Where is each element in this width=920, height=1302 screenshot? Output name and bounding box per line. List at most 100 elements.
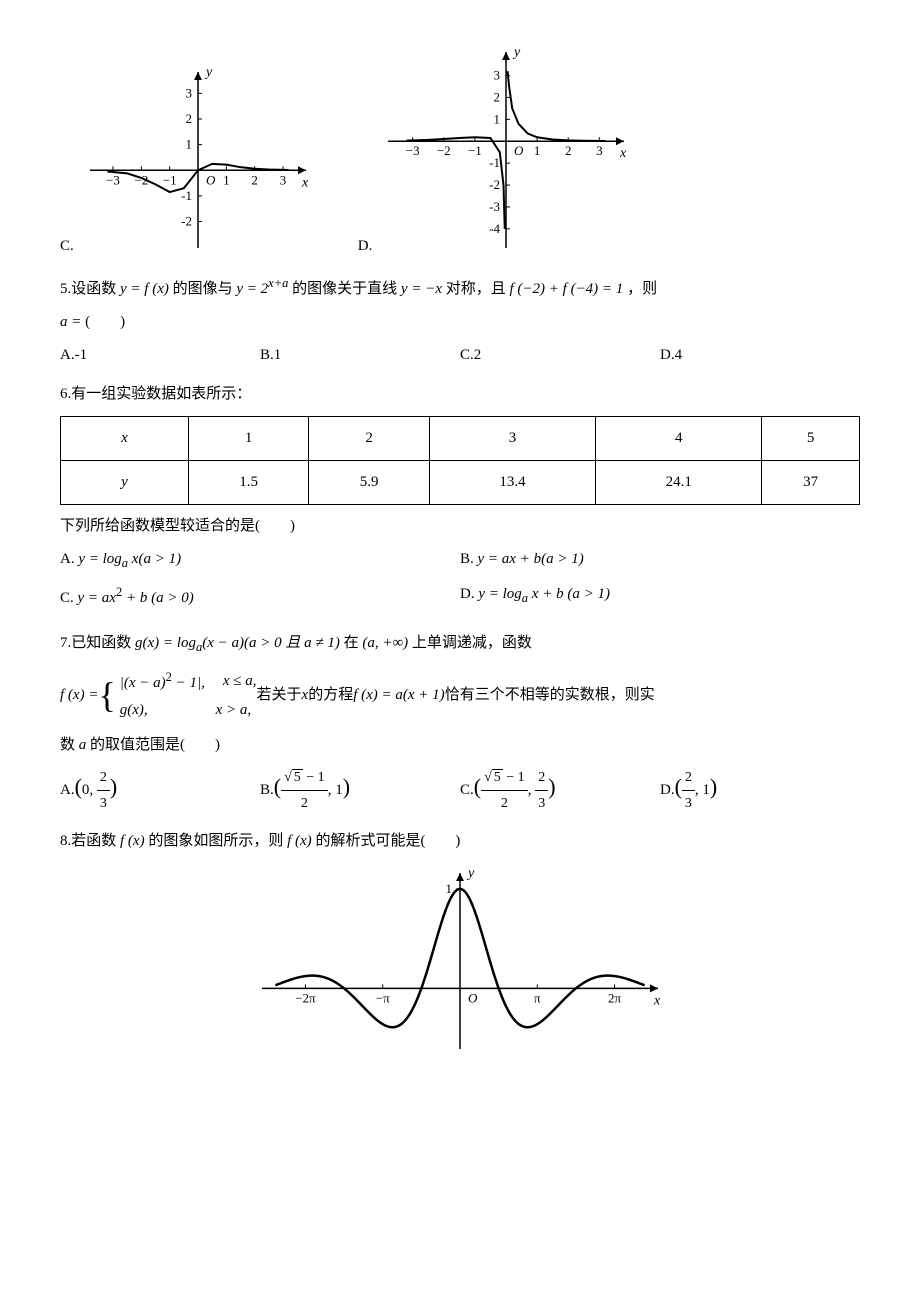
figure-d-svg: −3−2−1123-4-3-2-1123Oxy	[376, 40, 636, 260]
svg-text:2: 2	[251, 172, 258, 187]
q7c-sq: 5	[492, 769, 503, 785]
q5-opt-d[interactable]: D.4	[660, 342, 860, 369]
q5-opt-a[interactable]: A.-1	[60, 342, 260, 369]
piecewise: |(x − a)2 − 1|, x ≤ a, g(x), x > a,	[120, 666, 257, 724]
q5-a-eq: a =	[60, 314, 85, 330]
svg-text:π: π	[534, 991, 541, 1006]
table-row: x 1 2 3 4 5	[61, 417, 860, 461]
svg-text:x: x	[653, 994, 661, 1009]
q7d-ld: 3	[682, 791, 695, 816]
th5: 5	[762, 417, 860, 461]
table-row: y 1.5 5.9 13.4 24.1 37	[61, 461, 860, 505]
svg-text:-4: -4	[490, 221, 501, 236]
svg-text:3: 3	[494, 68, 501, 83]
q5-text: 5.设函数 y = f (x) 的图像与 y = 2x+a 的图像关于直线 y …	[60, 281, 657, 297]
q6d-pre: D.	[460, 586, 478, 602]
q7-opt-b[interactable]: B.(√5 − 12, 1)	[260, 765, 460, 816]
figure-d-label: D.	[358, 233, 373, 260]
svg-text:1: 1	[223, 172, 230, 187]
svg-text:2π: 2π	[608, 991, 622, 1006]
pw2c: x > a,	[216, 697, 252, 724]
svg-text:−3: −3	[106, 172, 120, 187]
q7-e: 上单调递减，函数	[412, 635, 532, 651]
svg-text:−π: −π	[376, 991, 390, 1006]
q5-paren: ( )	[85, 314, 125, 330]
q7-pre: 7.已知函数	[60, 635, 135, 651]
svg-text:O: O	[468, 991, 478, 1006]
q7d-r: 1	[702, 782, 710, 798]
q7c-d: 2	[481, 791, 528, 816]
q5-opt-c[interactable]: C.2	[460, 342, 660, 369]
th4: 4	[596, 417, 762, 461]
pw1r: − 1|,	[172, 675, 205, 691]
svg-text:x: x	[301, 175, 309, 190]
q5-eq1: y = f (x)	[120, 281, 169, 297]
q7b-sq: 5	[292, 769, 303, 785]
q6-opt-a[interactable]: A. y = loga x(a > 1)	[60, 546, 460, 575]
q8-fx2: f (x)	[287, 833, 312, 849]
q7-l3p: 数	[60, 737, 79, 753]
figure-d-wrap: D. −3−2−1123-4-3-2-1123Oxy	[358, 40, 637, 260]
figure-c-label: C.	[60, 233, 74, 260]
q7-m: 在	[344, 635, 363, 651]
q7-fa: f (x) = a(x + 1)	[353, 682, 444, 709]
q6a-eq: y = log	[78, 551, 121, 567]
figure-8-svg: −2π−ππ2πOxy1	[250, 861, 670, 1061]
q5-pre: 5.设函数	[60, 281, 120, 297]
svg-text:O: O	[514, 143, 524, 158]
th0: x	[121, 430, 128, 446]
q5-m2: 的图像关于直线	[292, 281, 401, 297]
q6-opt-d[interactable]: D. y = loga x + b (a > 1)	[460, 581, 860, 612]
svg-text:x: x	[619, 146, 627, 161]
svg-text:−1: −1	[163, 172, 177, 187]
q7-opt-a[interactable]: A.(0, 23)	[60, 765, 260, 816]
q5-end: ，则	[627, 281, 657, 297]
q7-int: (a, +∞)	[362, 635, 408, 651]
th2: 2	[309, 417, 430, 461]
q6b-eq: y = ax + b(a > 1)	[478, 551, 584, 567]
q7-l3e: 的取值范围是( )	[86, 737, 220, 753]
q6a-pre: A.	[60, 551, 78, 567]
svg-text:-1: -1	[181, 188, 192, 203]
svg-text:O: O	[206, 172, 216, 187]
q7-flabel: f (x) =	[60, 682, 98, 709]
q6-after: 下列所给函数模型较适合的是( )	[60, 513, 860, 540]
question-7: 7.已知函数 g(x) = loga(x − a)(a > 0 且 a ≠ 1)…	[60, 630, 860, 659]
svg-text:y: y	[466, 866, 475, 881]
question-6: 6.有一组实验数据如表所示：	[60, 381, 860, 408]
q7b-lab: B.	[260, 782, 274, 798]
q5-line2: a = ( )	[60, 309, 860, 336]
r2: 5.9	[309, 461, 430, 505]
q6-opt-c[interactable]: C. y = ax2 + b (a > 0)	[60, 581, 460, 612]
svg-text:y: y	[204, 65, 213, 80]
q7a-lab: A.	[60, 782, 75, 798]
q7a-l: 0	[82, 782, 90, 798]
q7-opt-d[interactable]: D.(23, 1)	[660, 765, 860, 816]
q5-eq2-sup: x+a	[268, 276, 288, 290]
q5-opt-b[interactable]: B.1	[260, 342, 460, 369]
svg-text:y: y	[512, 45, 521, 60]
q7-piecewise-row: f (x) = { |(x − a)2 − 1|, x ≤ a, g(x), x…	[60, 666, 860, 724]
r5: 37	[762, 461, 860, 505]
svg-text:3: 3	[596, 143, 603, 158]
brace-icon: {	[98, 679, 115, 711]
r3: 13.4	[429, 461, 595, 505]
q8-figure-wrap: −2π−ππ2πOxy1	[60, 861, 860, 1071]
q8-pre: 8.若函数	[60, 833, 120, 849]
q7d-lab: D.	[660, 782, 675, 798]
svg-text:1: 1	[185, 137, 192, 152]
q7b-r: 1	[335, 782, 343, 798]
q5-eq3: y = −x	[401, 281, 442, 297]
q6-opt-b[interactable]: B. y = ax + b(a > 1)	[460, 546, 860, 575]
q8-end: 的解析式可能是( )	[312, 833, 461, 849]
q5-m1: 的图像与	[173, 281, 237, 297]
q5-eq2-base: y = 2	[236, 281, 268, 297]
q7-opt-c[interactable]: C.(√5 − 12, 23)	[460, 765, 660, 816]
q6c-pre: C.	[60, 590, 78, 606]
svg-text:1: 1	[446, 881, 453, 896]
q5-eq4: f (−2) + f (−4) = 1	[510, 281, 624, 297]
svg-text:-2: -2	[490, 177, 501, 192]
q6c-rest: + b (a > 0)	[122, 590, 193, 606]
svg-text:-1: -1	[490, 155, 501, 170]
q5-options: A.-1 B.1 C.2 D.4	[60, 342, 860, 369]
